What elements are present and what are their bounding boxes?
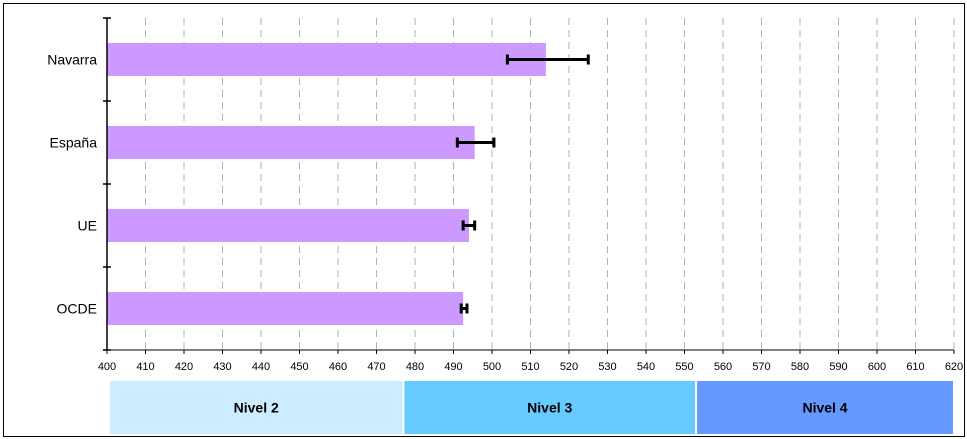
x-tick-label-540: 540 <box>637 361 655 373</box>
category-label-0: Navarra <box>47 52 97 68</box>
bar-2 <box>107 209 469 242</box>
x-tick-label-570: 570 <box>752 361 770 373</box>
x-tick-label-480: 480 <box>406 361 424 373</box>
x-tick-label-400: 400 <box>98 361 116 373</box>
x-tick-label-520: 520 <box>560 361 578 373</box>
x-tick-label-560: 560 <box>714 361 732 373</box>
x-tick-label-490: 490 <box>444 361 462 373</box>
level-band-2 <box>110 381 403 434</box>
x-tick-label-460: 460 <box>329 361 347 373</box>
x-tick-label-430: 430 <box>213 361 231 373</box>
bar-1 <box>107 126 475 159</box>
bar-0 <box>107 43 546 76</box>
bars-layer <box>107 43 590 325</box>
category-label-2: UE <box>78 218 97 234</box>
x-tick-label-470: 470 <box>367 361 385 373</box>
axis-layer: Navarra España UE OCDE 400 410 420 430 440 450 460… <box>47 17 963 373</box>
level-label-2: Nivel 2 <box>234 400 279 416</box>
level-band-4 <box>697 381 953 434</box>
x-tick-label-620: 620 <box>945 361 963 373</box>
level-label-3: Nivel 3 <box>527 400 572 416</box>
category-label-3: OCDE <box>57 301 97 317</box>
chart-svg: Navarra España UE OCDE 400 410 420 430 440 450 460… <box>47 17 963 434</box>
x-tick-label-500: 500 <box>483 361 501 373</box>
x-tick-label-450: 450 <box>290 361 308 373</box>
level-label-4: Nivel 4 <box>802 400 847 416</box>
x-tick-label-530: 530 <box>598 361 616 373</box>
x-tick-label-590: 590 <box>829 361 847 373</box>
x-tick-label-510: 510 <box>521 361 539 373</box>
x-tick-label-610: 610 <box>906 361 924 373</box>
x-tick-label-550: 550 <box>675 361 693 373</box>
bar-3 <box>107 292 464 325</box>
level-band-3 <box>404 381 696 434</box>
chart-frame: Navarra España UE OCDE 400 410 420 430 440 450 460… <box>3 3 965 437</box>
levels-layer: Nivel 2 Nivel 3 Nivel 4 <box>110 381 953 434</box>
x-tick-label-600: 600 <box>868 361 886 373</box>
x-tick-label-580: 580 <box>791 361 809 373</box>
x-tick-label-440: 440 <box>252 361 270 373</box>
x-tick-label-410: 410 <box>136 361 154 373</box>
category-label-1: España <box>50 135 98 151</box>
x-tick-label-420: 420 <box>175 361 193 373</box>
